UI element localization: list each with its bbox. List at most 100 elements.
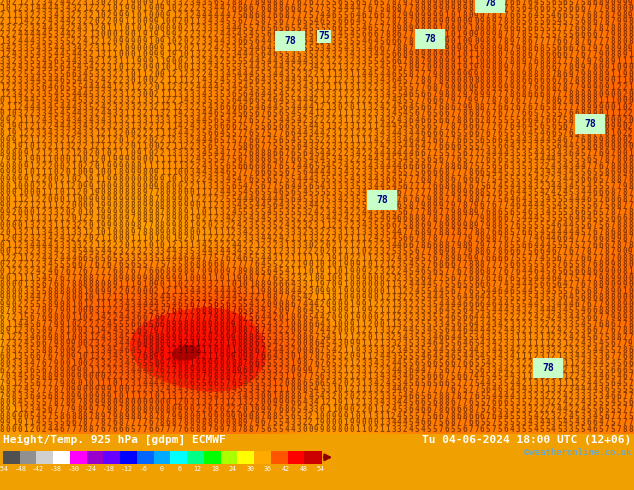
Text: 9: 9 [361,293,366,302]
Text: 6: 6 [415,379,420,388]
Text: 3: 3 [349,181,354,191]
Text: 1: 1 [12,142,16,151]
Bar [288,451,305,464]
Text: 2: 2 [12,63,16,72]
Text: 2: 2 [308,293,313,302]
Text: 9: 9 [166,333,171,342]
Text: 5: 5 [59,260,64,270]
Text: 0: 0 [77,169,82,177]
Text: 4: 4 [18,30,22,39]
Text: 2: 2 [278,221,283,230]
Text: 6: 6 [302,37,307,46]
Text: 3: 3 [178,293,183,302]
Text: 2: 2 [302,63,307,72]
Text: 9: 9 [178,195,183,204]
Text: 2: 2 [551,319,555,328]
Text: 1: 1 [83,293,87,302]
Text: 36: 36 [264,466,272,472]
Text: 1: 1 [95,208,100,217]
Text: 6: 6 [213,129,218,138]
Bar [20,451,37,464]
Text: 0: 0 [190,273,194,283]
Text: 1: 1 [6,122,11,131]
Text: 8: 8 [503,17,508,26]
Text: 4: 4 [302,96,307,105]
Text: 6: 6 [581,4,585,13]
Text: 4: 4 [219,247,224,256]
Text: 4: 4 [385,90,390,98]
Text: 6: 6 [533,247,538,256]
Text: 1: 1 [18,195,22,204]
Text: 0: 0 [172,4,176,13]
Text: 3: 3 [314,155,319,164]
Text: 7: 7 [415,83,420,92]
Text: 4: 4 [515,306,520,316]
Text: 6: 6 [59,273,64,283]
Text: 9: 9 [71,346,75,355]
Text: 8: 8 [160,418,165,427]
Text: 1: 1 [349,346,354,355]
Text: 5: 5 [421,155,425,164]
Text: 8: 8 [628,326,633,335]
Text: 0: 0 [367,425,372,434]
Text: 8: 8 [486,267,491,276]
Text: 3: 3 [361,372,366,381]
Text: 5: 5 [290,24,295,33]
Text: 5: 5 [397,175,401,184]
Text: 7: 7 [415,96,420,105]
Text: 6: 6 [527,24,532,33]
Text: 1: 1 [6,109,11,118]
Text: 6: 6 [498,4,502,13]
Text: 3: 3 [439,319,443,328]
Text: 4: 4 [545,287,550,295]
Text: 3: 3 [545,359,550,368]
Text: 8: 8 [432,188,437,197]
Text: 5: 5 [320,385,325,394]
Text: 8: 8 [480,83,484,92]
Text: 9: 9 [113,208,117,217]
Text: 9: 9 [468,37,473,46]
Text: 4: 4 [533,234,538,243]
Text: 9: 9 [462,208,467,217]
Text: 5: 5 [622,379,627,388]
Text: 0: 0 [195,273,200,283]
Text: 5: 5 [278,169,283,177]
Text: 5: 5 [533,30,538,39]
Text: 3: 3 [356,215,360,223]
Text: 3: 3 [320,83,325,92]
Text: 5: 5 [213,385,218,394]
Text: 4: 4 [18,372,22,381]
Text: 8: 8 [113,215,117,223]
Text: 7: 7 [397,11,401,20]
Text: 6: 6 [456,155,461,164]
Text: 6: 6 [296,155,301,164]
Text: 0: 0 [278,313,283,322]
Text: 3: 3 [367,50,372,59]
Text: 6: 6 [255,76,259,85]
Text: 3: 3 [77,17,82,26]
Text: 1: 1 [557,379,562,388]
Text: 2: 2 [533,405,538,414]
Text: 1: 1 [172,76,176,85]
Text: 4: 4 [379,103,384,112]
Text: 6: 6 [510,273,514,283]
Text: 9: 9 [18,412,22,420]
Text: 4: 4 [539,188,544,197]
Text: 2: 2 [113,359,117,368]
Text: 8: 8 [154,221,158,230]
Text: 6: 6 [373,44,378,52]
Text: 1: 1 [361,103,366,112]
Text: 0: 0 [18,208,22,217]
Text: 2: 2 [581,379,585,388]
Text: 1: 1 [195,188,200,197]
Text: 5: 5 [53,109,58,118]
Text: 4: 4 [492,306,496,316]
Text: 7: 7 [95,273,100,283]
Text: 1: 1 [178,96,183,105]
Text: 7: 7 [462,215,467,223]
Text: 7: 7 [533,50,538,59]
Text: 0: 0 [628,260,633,270]
Text: 4: 4 [65,30,70,39]
Text: 5: 5 [503,175,508,184]
Text: 9: 9 [0,169,4,177]
